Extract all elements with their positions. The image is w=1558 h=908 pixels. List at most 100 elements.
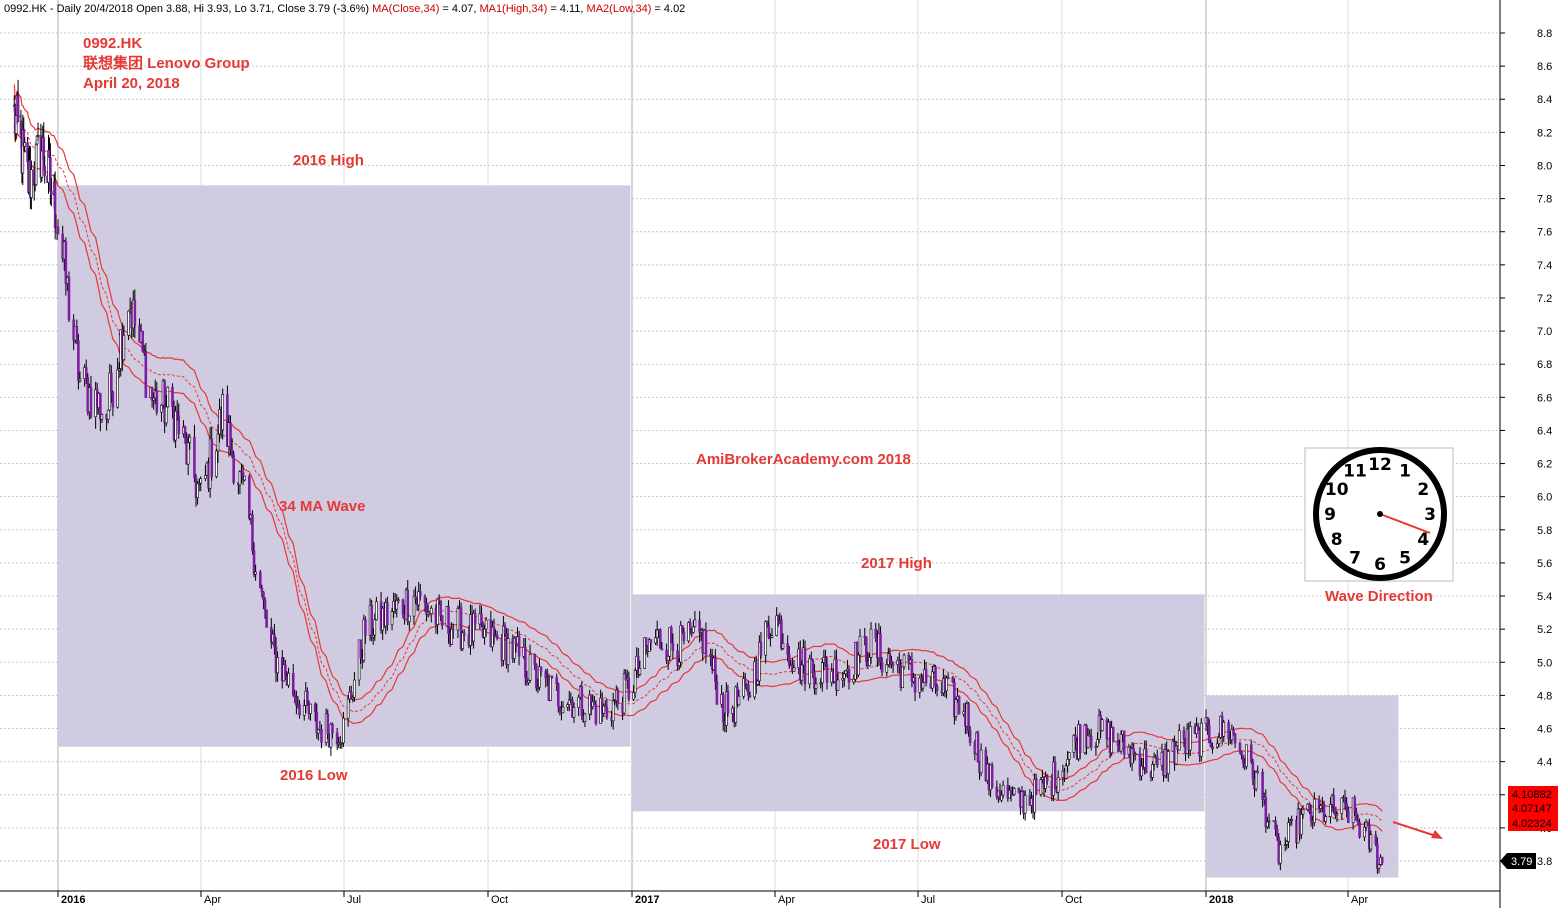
candle-body (1074, 735, 1077, 743)
candle-body (331, 724, 334, 734)
candle-body (1319, 805, 1323, 809)
y-tick-label: 6.0 (1537, 492, 1552, 504)
clock-number: 9 (1324, 505, 1336, 525)
candle-body (320, 729, 323, 743)
candle-body (759, 641, 763, 656)
candle-body (808, 658, 812, 685)
candle-body (910, 659, 914, 682)
candle-body (1369, 834, 1373, 850)
candle-body (517, 636, 521, 657)
y-tick-label: 8.0 (1537, 160, 1552, 172)
y-tick-label: 5.4 (1537, 591, 1552, 603)
y-tick-label: 8.8 (1537, 28, 1552, 40)
candle-body (1217, 737, 1221, 745)
candle-body (414, 596, 417, 600)
candle-body (946, 677, 950, 679)
candle-body (462, 632, 466, 636)
y-tick-label: 6.8 (1537, 359, 1552, 371)
candle-body (1240, 750, 1243, 756)
candle-body (1044, 776, 1047, 789)
candle-body (373, 619, 377, 636)
candle-body (1376, 843, 1379, 869)
candle-body (836, 679, 840, 691)
candle-body (1144, 748, 1148, 773)
candle-body (1345, 803, 1348, 811)
candle-body (655, 629, 659, 639)
candle-body (287, 672, 290, 686)
candle-body (254, 571, 257, 575)
candle-body (843, 673, 846, 679)
clock-number: 6 (1374, 555, 1386, 575)
candle-body (423, 595, 427, 604)
annotation-2017-low: 2017 Low (873, 836, 941, 853)
candle-body (1133, 753, 1137, 755)
candle-body (480, 613, 483, 624)
candle-body (248, 475, 251, 519)
candle-body (1222, 721, 1226, 737)
y-tick-label: 5.6 (1537, 558, 1552, 570)
candle-body (472, 613, 475, 642)
candle-body (340, 742, 344, 745)
candle-body (1078, 724, 1082, 753)
candle-body (670, 627, 673, 644)
x-tick-label: Apr (778, 894, 795, 906)
y-tick-label: 6.6 (1537, 392, 1552, 404)
candle-body (566, 704, 569, 708)
candle-body (692, 626, 695, 633)
candle-body (346, 698, 350, 719)
candle-body (1324, 816, 1327, 822)
title-ticker: 0992.HK (83, 35, 142, 52)
ma-high-label: 4.10882 (1512, 789, 1552, 801)
y-tick-label: 7.4 (1537, 260, 1552, 272)
candle-body (193, 436, 196, 478)
y-tick-label: 7.6 (1537, 227, 1552, 239)
candle-body (528, 654, 532, 681)
candle-body (550, 675, 554, 679)
candle-body (558, 706, 562, 710)
candle-body (77, 340, 80, 381)
candle-body (539, 666, 543, 672)
y-tick-label: 5.8 (1537, 525, 1552, 537)
candle-body (436, 598, 439, 625)
candle-body (1053, 761, 1057, 789)
candle-body (1199, 722, 1203, 757)
candle-body (349, 691, 353, 700)
candle-body (1155, 756, 1159, 766)
candle-body (644, 637, 648, 648)
candle-body (742, 678, 745, 697)
candle-body (902, 654, 906, 668)
candle-body (1227, 721, 1230, 740)
candle-body (1241, 754, 1245, 764)
candle-body (1358, 821, 1361, 838)
candle-body (342, 717, 345, 744)
candle-body (262, 591, 265, 600)
candle-body (386, 602, 389, 626)
candle-body (1207, 725, 1211, 744)
candle-body (163, 380, 166, 424)
candle-body (660, 648, 664, 651)
candle-body (1166, 751, 1170, 775)
candle-body (698, 619, 701, 633)
candle-body (798, 648, 802, 681)
candle-body (888, 653, 892, 662)
candle-body (775, 615, 778, 636)
candle-body (166, 386, 170, 408)
candle-body (353, 679, 356, 698)
candle-body (1086, 735, 1090, 748)
y-tick-label: 5.0 (1537, 657, 1552, 669)
candle-body (450, 628, 453, 645)
candle-body (638, 668, 642, 675)
candle-body (636, 656, 640, 675)
candle-body (238, 471, 242, 486)
candle-body (536, 686, 540, 689)
candle-body (527, 680, 530, 683)
candle-body (395, 600, 399, 610)
candle-body (1288, 820, 1292, 823)
candle-body (502, 625, 505, 661)
candle-body (50, 191, 53, 196)
candle-body (401, 599, 405, 615)
candle-body (67, 276, 71, 321)
candle-body (1254, 771, 1258, 790)
candle-body (302, 705, 306, 716)
candle-body (196, 483, 199, 498)
